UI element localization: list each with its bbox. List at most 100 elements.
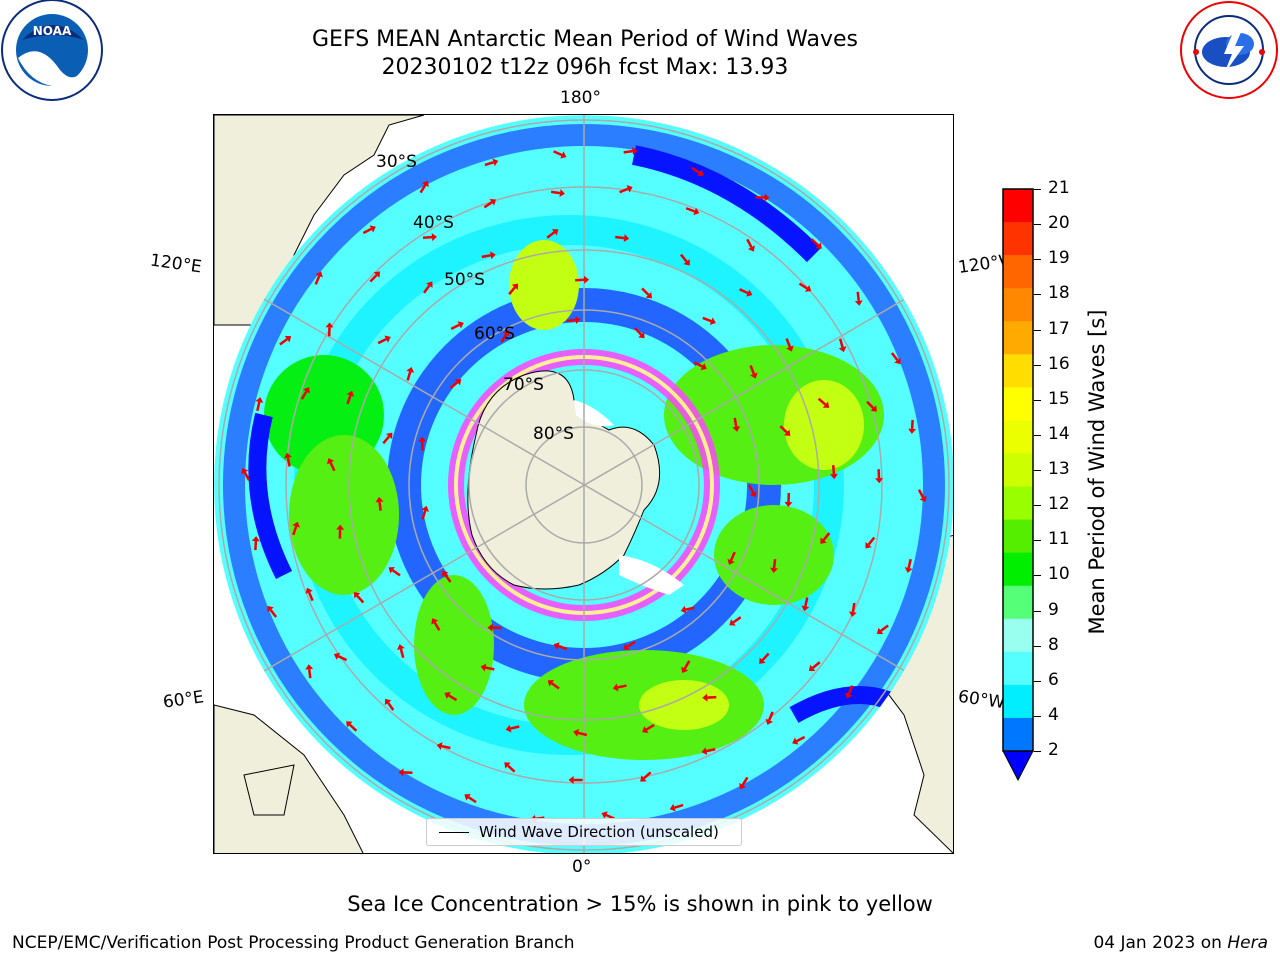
wind-arrow bbox=[348, 723, 358, 732]
wind-arrow-head bbox=[727, 558, 735, 565]
wind-arrow-head bbox=[759, 657, 766, 664]
wind-arrow bbox=[685, 606, 695, 611]
wind-arrow-head bbox=[746, 289, 753, 297]
colorbar-tick-label: 14 bbox=[1048, 423, 1070, 444]
noaa-logo-text: NOAA bbox=[33, 24, 72, 38]
wind-arrow-head bbox=[770, 567, 779, 574]
wind-arrow-head bbox=[739, 782, 747, 790]
wind-arrow bbox=[838, 338, 844, 348]
wind-arrow-head bbox=[431, 233, 437, 242]
wind-arrow-head bbox=[303, 387, 310, 394]
wind-arrow-head bbox=[292, 521, 300, 528]
wind-arrow bbox=[551, 682, 560, 690]
wind-arrow bbox=[553, 150, 563, 157]
wind-arrow bbox=[356, 595, 365, 604]
wind-arrow bbox=[615, 235, 625, 240]
colorbar-tick-label: 4 bbox=[1048, 704, 1059, 725]
legend-label: Wind Wave Direction (unscaled) bbox=[479, 823, 719, 841]
wind-arrow-head bbox=[384, 698, 392, 706]
wind-arrow bbox=[641, 287, 650, 296]
wind-arrow-head bbox=[490, 251, 496, 260]
wind-arrow bbox=[749, 365, 756, 375]
wind-arrow bbox=[307, 591, 314, 602]
wind-arrow bbox=[550, 190, 561, 195]
lat-label-30s: 30°S bbox=[376, 152, 417, 172]
wind-arrow-head bbox=[346, 390, 355, 397]
wind-arrow-head bbox=[626, 185, 633, 193]
colorbar-tick-mark bbox=[1034, 259, 1041, 261]
wind-arrow-head bbox=[504, 762, 511, 769]
wind-arrow-head bbox=[386, 432, 393, 440]
colorbar-tick-label: 9 bbox=[1048, 599, 1059, 620]
nws-logo bbox=[1178, 0, 1280, 102]
wind-arrow-head bbox=[283, 452, 292, 459]
wind-arrow bbox=[441, 744, 451, 750]
lon-label-0: 0° bbox=[572, 857, 592, 877]
wind-arrow-head bbox=[492, 158, 499, 167]
colorbar-tick-label: 13 bbox=[1048, 459, 1070, 479]
wind-arrow bbox=[337, 655, 348, 662]
polar-map bbox=[214, 115, 953, 853]
wind-arrow bbox=[557, 644, 568, 651]
wind-arrow bbox=[577, 731, 588, 737]
wind-arrow-head bbox=[747, 245, 755, 252]
colorbar-segment bbox=[1003, 222, 1033, 256]
colorbar-tick-mark bbox=[1034, 364, 1041, 366]
wind-arrow bbox=[485, 666, 495, 671]
colorbar-tick-label: 2 bbox=[1048, 740, 1059, 760]
wind-arrow-head bbox=[804, 285, 812, 292]
wind-arrow-head bbox=[919, 495, 927, 503]
wind-arrow-head bbox=[702, 693, 708, 702]
wind-arrow bbox=[674, 803, 684, 809]
map-frame bbox=[213, 114, 954, 854]
colorbar-segment bbox=[1003, 486, 1033, 521]
wind-arrow-head bbox=[729, 619, 736, 626]
wind-arrow-head bbox=[336, 524, 345, 530]
wind-arrow bbox=[643, 771, 652, 780]
wind-arrow bbox=[706, 748, 716, 753]
wind-arrow-head bbox=[560, 151, 567, 159]
wind-arrow bbox=[645, 723, 655, 731]
colorbar-segment bbox=[1003, 552, 1033, 587]
wind-arrow bbox=[856, 291, 861, 301]
colorbar-tick-mark bbox=[1034, 224, 1041, 226]
wind-arrow-head bbox=[487, 623, 493, 632]
wind-arrow bbox=[761, 652, 770, 662]
wind-arrow-head bbox=[373, 271, 381, 278]
wind-arrow bbox=[483, 201, 493, 209]
wind-arrow-head bbox=[255, 397, 264, 403]
colorbar-segment bbox=[1003, 255, 1033, 289]
wind-arrow-head bbox=[764, 193, 770, 202]
colorbar-tick-mark bbox=[1034, 329, 1041, 331]
colorbar-tick-mark bbox=[1034, 294, 1041, 296]
wind-arrow-head bbox=[436, 742, 443, 750]
wind-arrow bbox=[423, 284, 431, 294]
wind-arrow bbox=[880, 624, 889, 632]
wind-arrow bbox=[739, 288, 749, 295]
wind-arrow-head bbox=[784, 501, 793, 508]
wind-arrow-head bbox=[829, 473, 838, 480]
wind-arrow bbox=[779, 425, 788, 434]
colorbar-tick-label: 15 bbox=[1048, 388, 1070, 409]
wind-arrow bbox=[387, 702, 395, 711]
wind-arrow bbox=[707, 695, 717, 699]
colorbar-tick-mark bbox=[1034, 399, 1041, 401]
wind-arrow bbox=[346, 395, 352, 405]
colorbar-segment bbox=[1003, 717, 1033, 752]
wind-arrow bbox=[817, 397, 827, 406]
wind-arrow-head bbox=[421, 505, 430, 512]
wind-arrow bbox=[369, 274, 378, 283]
wind-arrow-head bbox=[623, 643, 630, 651]
lat-label-40s: 40°S bbox=[413, 213, 454, 233]
wind-arrow-head bbox=[822, 401, 830, 408]
colorbar-tick-mark bbox=[1034, 540, 1041, 542]
madagascar-land bbox=[243, 764, 295, 816]
colorbar bbox=[1002, 188, 1034, 783]
wind-arrow-head bbox=[568, 775, 574, 784]
colorbar-tick-mark bbox=[1034, 610, 1041, 612]
wind-arrow-head bbox=[457, 321, 464, 329]
wind-arrow-head bbox=[612, 683, 619, 692]
colorbar-title: Mean Period of Wind Waves [s] bbox=[1085, 309, 1109, 635]
wind-arrow-head bbox=[786, 345, 794, 352]
wind-arrow bbox=[693, 361, 703, 368]
